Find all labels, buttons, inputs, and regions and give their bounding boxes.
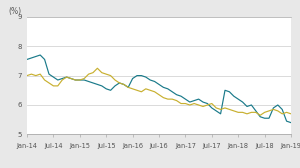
Text: (%): (%): [8, 7, 22, 16]
